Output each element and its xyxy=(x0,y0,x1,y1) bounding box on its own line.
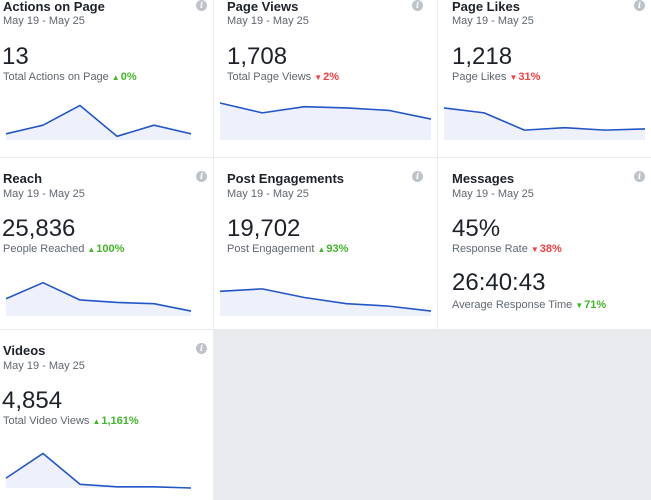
sparkline-line xyxy=(5,104,192,138)
card-title[interactable]: Videos xyxy=(3,343,46,358)
metric-subtitle: Page Likes ▼31% xyxy=(452,71,540,83)
sparkline-chart xyxy=(5,281,192,316)
triangle-up-icon: ▲ xyxy=(317,245,326,254)
triangle-up-icon: ▲ xyxy=(92,417,101,426)
metric-value: 19,702 xyxy=(227,215,301,242)
card-title[interactable]: Page Likes xyxy=(452,0,520,14)
metric-subtitle: Total Video Views ▲1,161% xyxy=(3,415,139,427)
info-icon[interactable]: i xyxy=(412,0,423,11)
info-icon[interactable]: i xyxy=(634,0,645,11)
change-value-secondary: 71% xyxy=(584,299,607,311)
change-indicator: ▲100% xyxy=(87,243,124,255)
metric-label: Page Likes xyxy=(452,71,507,83)
card-page-likes[interactable]: Page Likes i May 19 - May 25 1,218 Page … xyxy=(438,0,651,157)
metric-value: 45% xyxy=(452,215,501,242)
change-indicator: ▼31% xyxy=(509,71,540,83)
metric-label: Response Rate xyxy=(452,243,528,255)
date-range: May 19 - May 25 xyxy=(3,188,85,200)
sparkline-area xyxy=(220,288,431,316)
change-value: 93% xyxy=(326,243,349,255)
card-title[interactable]: Post Engagements xyxy=(227,171,345,186)
sparkline-line xyxy=(5,281,192,312)
info-icon[interactable]: i xyxy=(196,171,207,182)
sparkline-chart xyxy=(219,102,432,140)
card-reach[interactable]: Reach i May 19 - May 25 25,836 People Re… xyxy=(0,158,213,329)
triangle-up-icon: ▲ xyxy=(111,73,120,82)
card-videos[interactable]: Videos i May 19 - May 25 4,854 Total Vid… xyxy=(0,330,213,500)
change-indicator: ▼38% xyxy=(531,243,562,255)
info-icon[interactable]: i xyxy=(196,343,207,354)
triangle-down-icon: ▼ xyxy=(575,301,584,310)
sparkline-chart xyxy=(219,288,432,316)
metric-label: Total Actions on Page xyxy=(3,71,109,83)
metric-label: People Reached xyxy=(3,243,85,255)
sparkline-line xyxy=(443,107,646,131)
sparkline-chart xyxy=(5,452,192,489)
sparkline-area xyxy=(6,282,191,316)
metric-label: Total Video Views xyxy=(3,415,90,427)
date-range: May 19 - May 25 xyxy=(452,188,534,200)
metric-value: 25,836 xyxy=(2,215,76,242)
triangle-down-icon: ▼ xyxy=(314,73,323,82)
metric-value: 4,854 xyxy=(2,387,63,414)
info-icon[interactable]: i xyxy=(634,171,645,182)
card-title[interactable]: Page Views xyxy=(227,0,299,14)
info-icon[interactable]: i xyxy=(412,171,423,182)
change-indicator: ▲93% xyxy=(317,243,348,255)
metric-value: 1,708 xyxy=(227,43,288,70)
metric-value: 1,218 xyxy=(452,43,513,70)
triangle-down-icon: ▼ xyxy=(530,245,539,254)
card-title[interactable]: Actions on Page xyxy=(3,0,105,14)
sparkline-line xyxy=(219,288,432,312)
card-post-engagements[interactable]: Post Engagements i May 19 - May 25 19,70… xyxy=(214,158,437,329)
change-value: 38% xyxy=(539,243,562,255)
metric-subtitle: Post Engagement ▲93% xyxy=(227,243,348,255)
change-value: 0% xyxy=(120,71,137,83)
sparkline-area xyxy=(220,103,431,140)
date-range: May 19 - May 25 xyxy=(3,15,85,27)
card-title[interactable]: Reach xyxy=(3,171,43,186)
date-range: May 19 - May 25 xyxy=(227,15,309,27)
change-indicator: ▲0% xyxy=(112,71,137,83)
metric-subtitle-secondary: Average Response Time ▼71% xyxy=(452,299,606,311)
metric-subtitle: Response Rate ▼38% xyxy=(452,243,562,255)
change-indicator: ▲1,161% xyxy=(92,415,138,427)
card-title[interactable]: Messages xyxy=(452,171,515,186)
sparkline-area xyxy=(444,107,645,140)
sparkline-line xyxy=(219,102,432,120)
change-value: 100% xyxy=(96,243,125,255)
sparkline-area xyxy=(6,105,191,140)
change-indicator-secondary: ▼71% xyxy=(575,299,606,311)
metric-value-secondary: 26:40:43 xyxy=(452,269,546,296)
sparkline-area xyxy=(6,453,191,488)
card-page-views[interactable]: Page Views i May 19 - May 25 1,708 Total… xyxy=(214,0,437,157)
card-messages[interactable]: Messages i May 19 - May 25 45% Response … xyxy=(438,158,651,329)
triangle-up-icon: ▲ xyxy=(87,245,96,254)
metric-value: 13 xyxy=(2,43,29,70)
sparkline-chart xyxy=(443,107,646,140)
change-value: 31% xyxy=(518,71,541,83)
date-range: May 19 - May 25 xyxy=(227,188,309,200)
sparkline-chart xyxy=(5,104,192,140)
metric-subtitle: People Reached ▲100% xyxy=(3,243,124,255)
metric-subtitle: Total Actions on Page ▲0% xyxy=(3,71,137,83)
metric-label: Total Page Views xyxy=(227,71,312,83)
change-indicator: ▼2% xyxy=(314,71,339,83)
date-range: May 19 - May 25 xyxy=(3,360,85,372)
date-range: May 19 - May 25 xyxy=(452,15,534,27)
card-actions-on-page[interactable]: Actions on Page i May 19 - May 25 13 Tot… xyxy=(0,0,213,157)
change-value: 2% xyxy=(323,71,340,83)
metric-label-secondary: Average Response Time xyxy=(452,299,573,311)
info-icon[interactable]: i xyxy=(196,0,207,11)
empty-area xyxy=(214,330,651,500)
triangle-down-icon: ▼ xyxy=(509,73,518,82)
sparkline-line xyxy=(5,452,192,489)
change-value: 1,161% xyxy=(101,415,139,427)
metric-label: Post Engagement xyxy=(227,243,315,255)
metric-subtitle: Total Page Views ▼2% xyxy=(227,71,339,83)
